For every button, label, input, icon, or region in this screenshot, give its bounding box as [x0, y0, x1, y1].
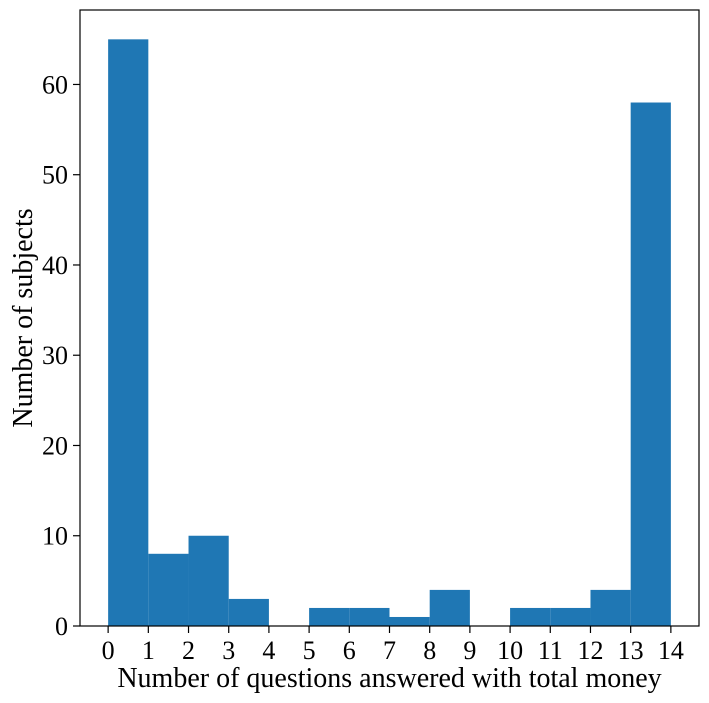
x-tick-label: 3 [222, 636, 235, 665]
x-tick-label: 8 [423, 636, 436, 665]
bar-bin-11 [550, 607, 591, 626]
x-tick-label: 11 [538, 636, 563, 665]
y-tick-label: 50 [42, 161, 68, 190]
bar-bin-6 [349, 607, 390, 626]
y-axis-label: Number of subjects [8, 208, 39, 427]
bar-bin-1 [148, 553, 189, 626]
x-tick-label: 2 [182, 636, 195, 665]
x-tick-label: 9 [463, 636, 476, 665]
plot-frame [79, 9, 700, 627]
x-tick-label: 1 [142, 636, 155, 665]
bar-bin-12 [590, 589, 631, 626]
y-tick-label: 60 [42, 70, 68, 99]
bar-bin-5 [309, 607, 350, 626]
bar-bin-13 [630, 102, 671, 626]
y-tick-label: 0 [55, 612, 68, 641]
x-tick-label: 7 [383, 636, 396, 665]
x-tick-label: 10 [497, 636, 523, 665]
x-axis-ticks: 0 1 2 3 4 5 6 7 8 9 10 11 12 13 14 [102, 626, 684, 665]
x-tick-label: 4 [262, 636, 275, 665]
y-tick-label: 30 [42, 341, 68, 370]
x-tick-label: 14 [658, 636, 684, 665]
x-tick-label: 5 [303, 636, 316, 665]
bar-bin-3 [228, 598, 269, 626]
x-tick-label: 13 [618, 636, 644, 665]
bar-bin-8 [429, 589, 470, 626]
bar-bin-7 [389, 616, 430, 626]
x-tick-label: 0 [102, 636, 115, 665]
x-axis-label: Number of questions answered with total … [117, 663, 661, 694]
bar-bin-10 [510, 607, 551, 626]
bars-group [108, 39, 671, 627]
y-tick-label: 40 [42, 251, 68, 280]
y-axis-ticks: 0 10 20 30 40 50 60 [42, 70, 80, 641]
y-tick-label: 20 [42, 431, 68, 460]
y-tick-label: 10 [42, 522, 68, 551]
x-tick-label: 6 [343, 636, 356, 665]
bar-bin-0 [108, 39, 149, 627]
x-tick-label: 12 [577, 636, 603, 665]
bar-bin-2 [188, 535, 229, 626]
